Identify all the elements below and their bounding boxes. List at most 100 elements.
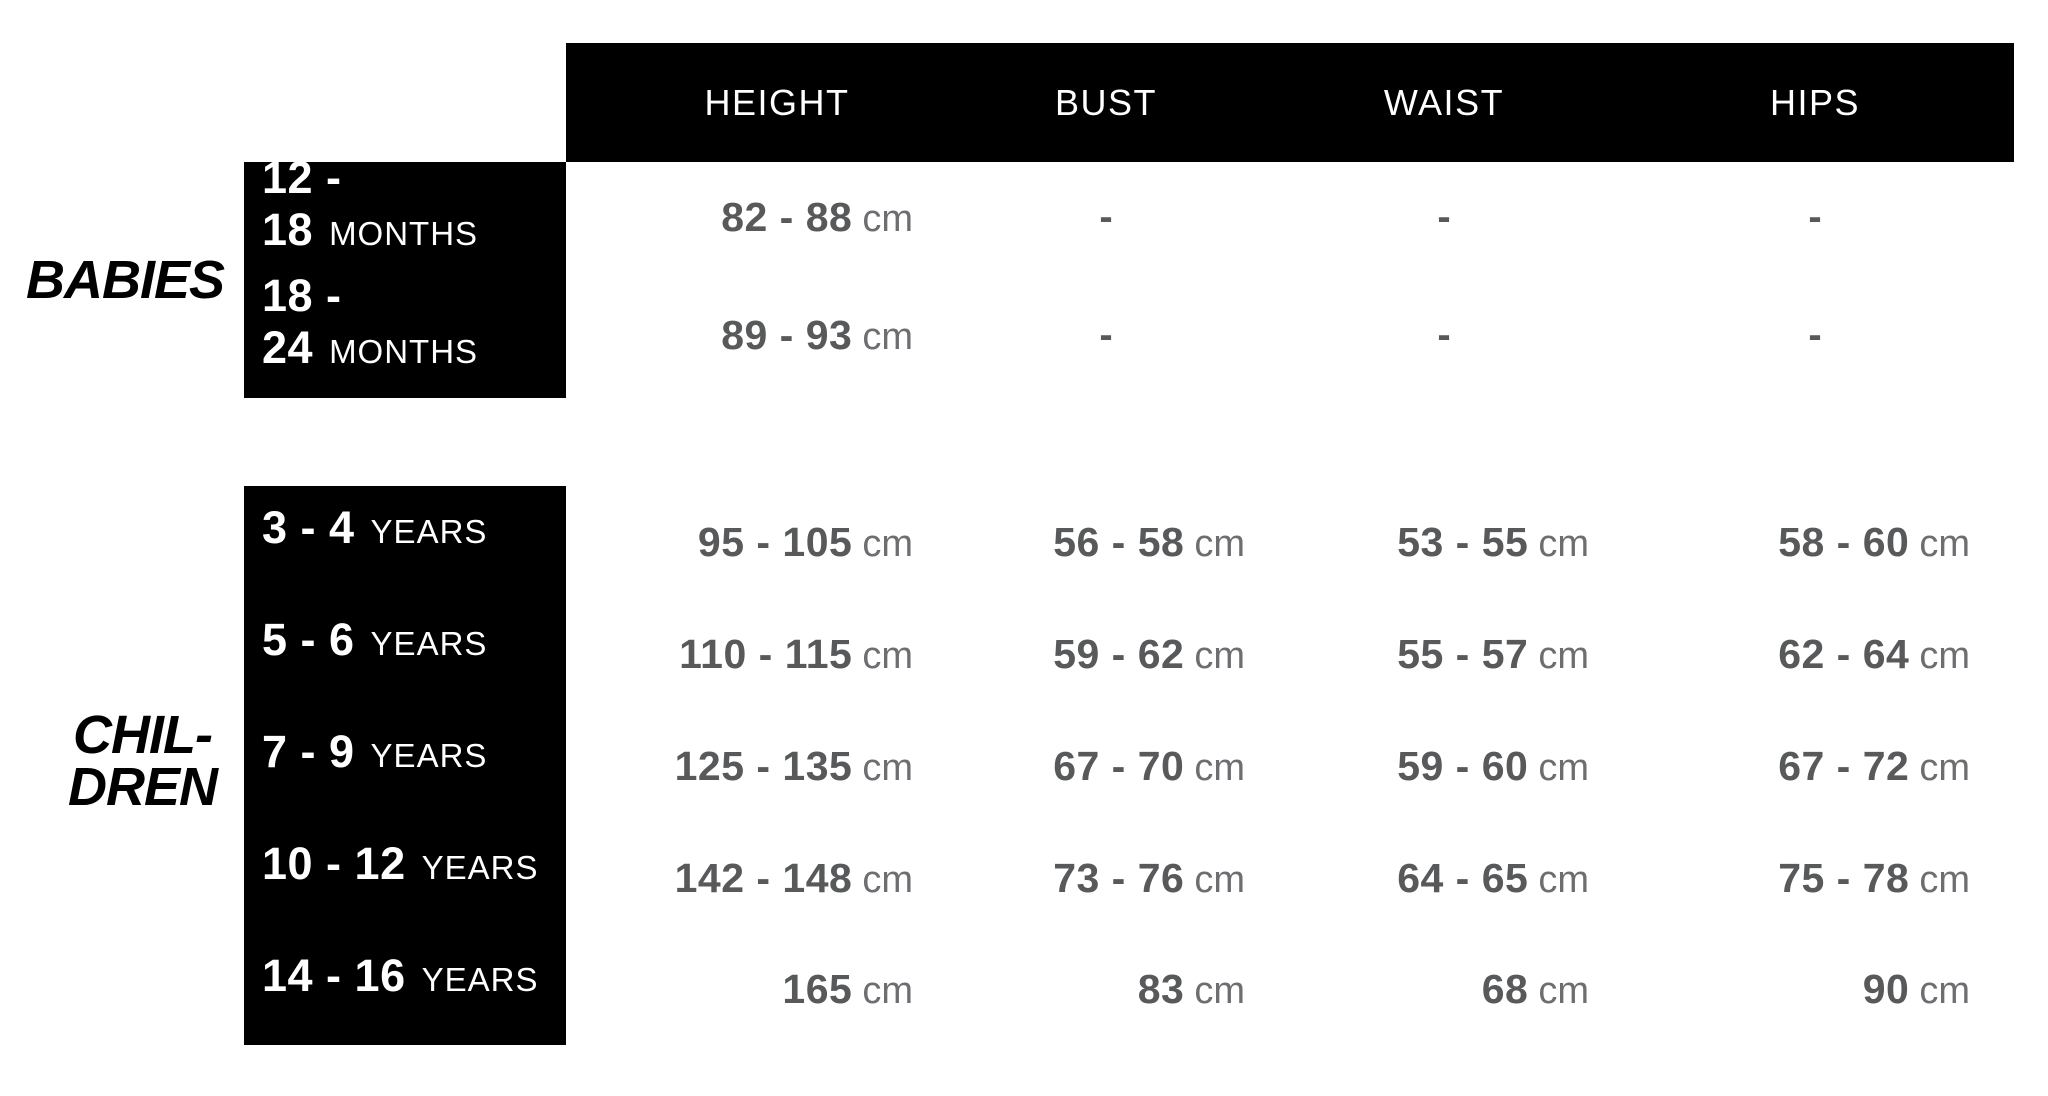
size-range: 3 - 4 [262,502,355,553]
dash-placeholder: - [1099,313,1113,357]
size-range: 10 - 12 [262,838,406,889]
measurement-number: 165 [782,966,853,1012]
value-babies-12-18-bust-dash: - [940,162,1272,273]
measurement-unit: cm [862,634,913,677]
column-header-hips: HIPS [1616,43,2014,162]
value-babies-18-24-waist-dash: - [1272,273,1616,398]
size-range: 5 - 6 [262,614,355,665]
value-children-10-12-hips: 75 - 78 cm [1616,822,2014,934]
column-header-bust: BUST [940,43,1272,162]
value-children-7-9-hips: 67 - 72 cm [1616,710,2014,822]
measurement-number: 59 - 60 [1397,742,1529,789]
measurement-unit: cm [1538,970,1589,1012]
babies-group-label: BABIES [0,240,250,320]
size-unit: YEARS [370,625,488,662]
value-babies-12-18-waist-dash: - [1272,162,1616,273]
measurement-number: 82 - 88 [721,194,853,240]
size-unit: YEARS [421,849,539,886]
size-unit: MONTHS [329,214,479,252]
measurement-unit: cm [1919,522,1970,565]
measurement-number: 142 - 148 [674,854,853,901]
measurement-unit: cm [862,316,913,358]
measurements-table: HEIGHT BUST WAIST HIPS 12 - 18 MONTHS 82 … [244,43,2014,1045]
value-children-10-12-waist: 64 - 65 cm [1272,822,1616,934]
measurement-number: 53 - 55 [1397,518,1529,565]
value-children-5-6-waist: 55 - 57 cm [1272,598,1616,710]
measurement-unit: cm [862,970,913,1012]
measurement-unit: cm [1919,634,1970,677]
measurement-number: 58 - 60 [1778,518,1910,565]
value-babies-18-24-height: 89 - 93 cm [566,273,940,398]
measurement-number: 62 - 64 [1778,630,1910,677]
table-corner-spacer [244,43,566,162]
dash-placeholder: - [1808,313,1822,357]
size-label-children-7-9: 7 - 9 YEARS [244,710,566,822]
measurement-unit: cm [862,858,913,901]
dash-placeholder: - [1808,195,1822,239]
measurement-number: 125 - 135 [674,742,853,789]
measurement-number: 83 [1137,966,1185,1012]
measurement-unit: cm [1538,858,1589,901]
measurement-number: 55 - 57 [1397,630,1529,677]
children-group-label: CHIL- DREN [20,708,265,814]
size-label-children-14-16: 14 - 16 YEARS [244,934,566,1045]
value-children-3-4-hips: 58 - 60 cm [1616,486,2014,598]
measurement-unit: cm [1538,634,1589,677]
value-children-5-6-hips: 62 - 64 cm [1616,598,2014,710]
value-babies-12-18-height: 82 - 88 cm [566,162,940,273]
measurement-unit: cm [1538,746,1589,789]
size-unit: YEARS [421,960,539,998]
column-header-hips-label: HIPS [1769,81,1861,123]
value-babies-18-24-bust-dash: - [940,273,1272,398]
measurement-unit: cm [1194,522,1245,565]
size-unit: YEARS [370,513,488,550]
measurement-unit: cm [1194,970,1245,1012]
measurement-number: 64 - 65 [1397,854,1529,901]
size-unit: YEARS [370,737,488,774]
measurement-unit: cm [1919,858,1970,901]
measurement-unit: cm [1538,522,1589,565]
measurement-unit: cm [862,198,913,240]
babies-group-label-text: BABIES [25,250,225,310]
size-range: 18 - 24 [262,269,342,373]
value-children-14-16-waist: 68 cm [1272,934,1616,1045]
measurement-number: 90 [1862,966,1910,1012]
group-gap-spacer [244,398,2014,486]
value-children-10-12-bust: 73 - 76 cm [940,822,1272,934]
measurement-unit: cm [1919,746,1970,789]
measurement-number: 89 - 93 [721,312,853,358]
children-group-label-line1: CHIL- [73,705,213,765]
value-babies-18-24-hips-dash: - [1616,273,2014,398]
column-header-waist: WAIST [1272,43,1616,162]
value-children-3-4-height: 95 - 105 cm [566,486,940,598]
measurement-number: 68 [1481,966,1529,1012]
dash-placeholder: - [1437,313,1451,357]
value-babies-12-18-hips-dash: - [1616,162,2014,273]
column-header-height: HEIGHT [566,43,940,162]
measurement-unit: cm [1194,746,1245,789]
measurement-number: 59 - 62 [1053,630,1185,677]
size-label-babies-12-18: 12 - 18 MONTHS [244,152,566,273]
value-children-14-16-height: 165 cm [566,934,940,1045]
column-header-height-label: HEIGHT [704,81,850,123]
measurement-number: 95 - 105 [697,518,853,565]
dash-placeholder: - [1437,195,1451,239]
value-children-3-4-bust: 56 - 58 cm [940,486,1272,598]
measurement-number: 67 - 70 [1053,742,1185,789]
size-label-children-10-12: 10 - 12 YEARS [244,822,566,934]
value-children-14-16-bust: 83 cm [940,934,1272,1045]
value-children-7-9-waist: 59 - 60 cm [1272,710,1616,822]
value-children-10-12-height: 142 - 148 cm [566,822,940,934]
size-label-children-3-4: 3 - 4 YEARS [244,486,566,598]
measurement-number: 73 - 76 [1053,854,1185,901]
children-group-label-line2: DREN [67,757,218,817]
value-children-5-6-bust: 59 - 62 cm [940,598,1272,710]
value-children-5-6-height: 110 - 115 cm [566,598,940,710]
measurement-number: 56 - 58 [1053,518,1185,565]
value-children-7-9-height: 125 - 135 cm [566,710,940,822]
value-children-3-4-waist: 53 - 55 cm [1272,486,1616,598]
measurement-unit: cm [1919,970,1970,1012]
value-children-7-9-bust: 67 - 70 cm [940,710,1272,822]
measurement-number: 67 - 72 [1778,742,1910,789]
